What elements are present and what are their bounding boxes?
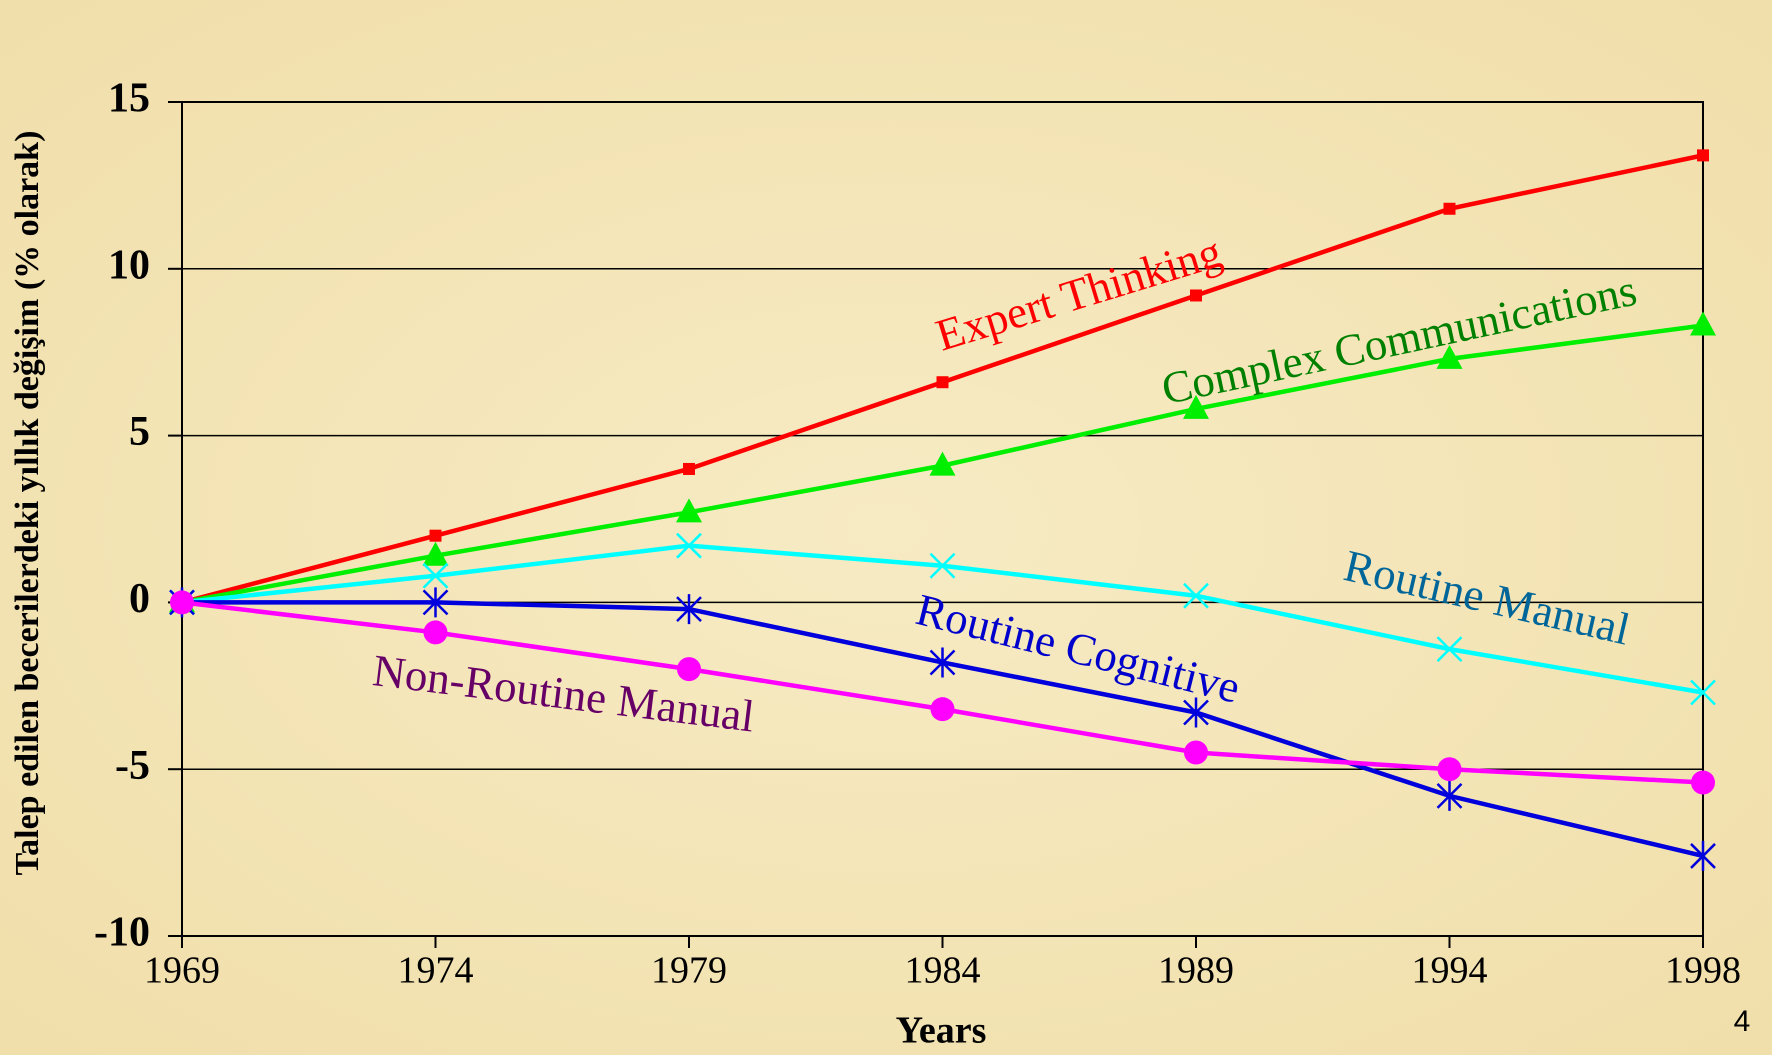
marker (1690, 679, 1716, 706)
page-number: 4 (1734, 1005, 1751, 1038)
marker (676, 532, 702, 559)
marker (1184, 740, 1208, 765)
marker (1190, 289, 1202, 302)
marker (422, 587, 449, 618)
y-tick-label: 5 (129, 409, 150, 455)
marker (676, 498, 702, 523)
marker (1183, 582, 1209, 609)
marker (1436, 780, 1463, 811)
marker (1436, 636, 1463, 662)
x-tick-label: 1979 (651, 950, 727, 992)
marker (423, 620, 448, 645)
marker (929, 552, 956, 579)
marker (422, 562, 449, 589)
x-tick-label: 1989 (1158, 950, 1234, 992)
marker (1690, 840, 1716, 871)
marker (170, 590, 194, 615)
x-axis-label: Years (896, 1010, 987, 1052)
marker (929, 451, 956, 476)
marker (1183, 394, 1209, 419)
y-tick-label: 10 (108, 242, 150, 288)
marker (429, 529, 442, 542)
marker (936, 376, 949, 389)
marker (1443, 202, 1456, 215)
marker (683, 462, 695, 475)
marker (677, 657, 701, 682)
x-tick-label: 1994 (1412, 950, 1488, 992)
y-tick-label: -10 (94, 910, 150, 956)
y-axis-label: Talep edilen becerilerdeki yıllık değişi… (9, 131, 46, 876)
marker (1690, 311, 1716, 336)
marker (422, 541, 449, 566)
marker (930, 697, 955, 722)
marker (1697, 149, 1709, 162)
marker (1437, 757, 1462, 782)
marker (676, 594, 702, 625)
y-tick-label: 15 (108, 76, 150, 122)
x-tick-label: 1969 (144, 950, 220, 992)
marker (1691, 770, 1715, 795)
y-tick-label: -5 (115, 743, 150, 789)
marker (1183, 697, 1209, 728)
y-tick-label: 0 (129, 576, 150, 622)
x-tick-label: 1998 (1665, 950, 1741, 992)
marker (1436, 344, 1463, 369)
marker (929, 647, 956, 678)
x-tick-label: 1984 (905, 950, 981, 992)
x-tick-label: 1974 (398, 950, 474, 992)
